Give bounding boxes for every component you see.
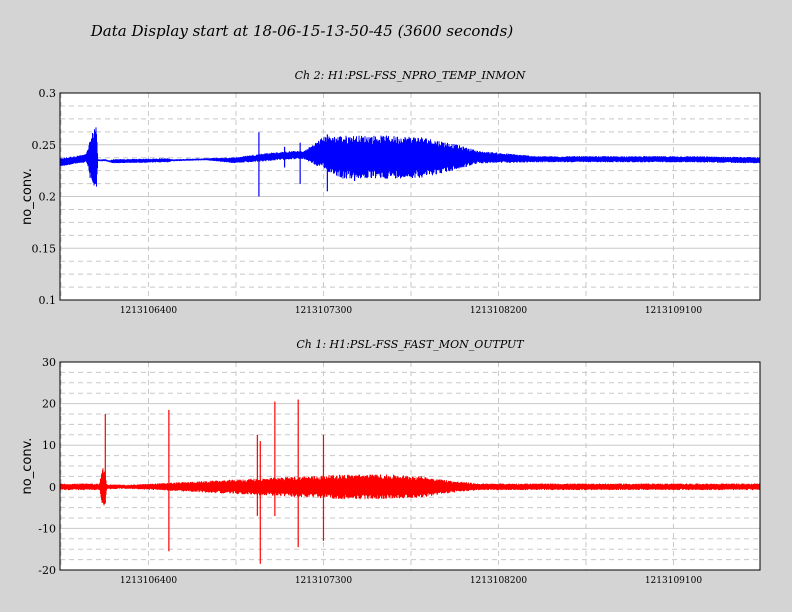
plot-frame [59, 361, 761, 571]
page-title: Data Display start at 18-06-15-13-50-45 … [90, 22, 514, 40]
x-tick-label: 1213108200 [470, 306, 528, 316]
x-tick-label: 1213106400 [120, 576, 178, 586]
y-tick-label: 10 [42, 439, 56, 452]
x-tick-label: 1213108200 [470, 576, 528, 586]
chart-title-ch2: Ch 2: H1:PSL-FSS_NPRO_TEMP_INMON [294, 69, 526, 82]
y-tick-label: 30 [42, 356, 56, 369]
x-tick-label: 1213106400 [120, 306, 178, 316]
x-tick-label: 1213107300 [295, 306, 353, 316]
y-tick-label: 0.3 [39, 87, 57, 100]
y-tick-label: 0.25 [32, 139, 57, 152]
x-tick-label: 1213109100 [645, 576, 703, 586]
y-tick-label: 0.1 [39, 294, 57, 307]
y-tick-label: 0.2 [39, 191, 57, 204]
y-tick-label: -10 [38, 522, 56, 535]
y-tick-label: 0.15 [32, 242, 57, 255]
series-trace [59, 127, 761, 197]
y-tick-label: 0 [49, 481, 56, 494]
x-tick-label: 1213107300 [295, 576, 353, 586]
series-trace [59, 399, 761, 564]
plot-frame [59, 92, 761, 301]
chart-title-ch1: Ch 1: H1:PSL-FSS_FAST_MON_OUTPUT [296, 338, 524, 351]
plot-area [60, 362, 760, 570]
chart-ch2: 0.1 0.15 0.2 0.25 0.3 1213106400 1213107300 121… [20, 87, 761, 316]
y-axis-label: no_conv. [20, 438, 35, 495]
chart-ch1: -20 -10 0 10 20 30 1213106400 1213107300 1213108… [20, 356, 761, 586]
y-tick-label: 20 [42, 398, 56, 411]
y-axis-label: no_conv. [20, 168, 35, 225]
y-tick-label: -20 [38, 564, 56, 577]
x-tick-label: 1213109100 [645, 306, 703, 316]
